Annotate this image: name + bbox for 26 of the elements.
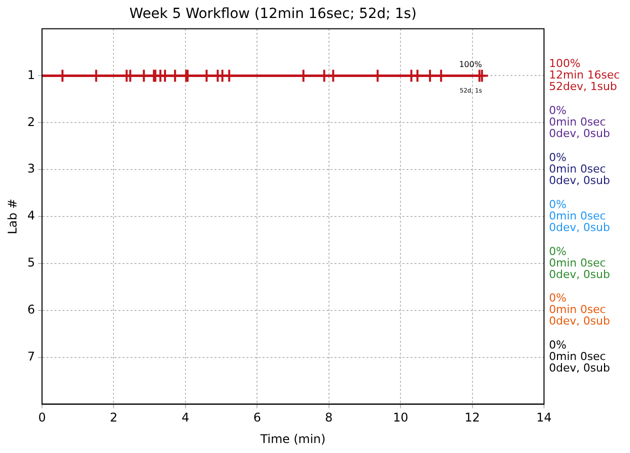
text: 100% 12min 16sec 52dev, 1sub	[549, 57, 620, 94]
x-tick-label: 10	[392, 410, 408, 425]
text: 0% 0min 0sec 0dev, 0sub	[549, 244, 610, 281]
x-tick-label: 4	[182, 410, 190, 425]
text: 0% 0min 0sec 0dev, 0sub	[549, 338, 610, 375]
x-axis-title: Time (min)	[259, 432, 326, 446]
x-tick-label: 0	[38, 410, 46, 425]
text: 0% 0min 0sec 0dev, 0sub	[549, 150, 610, 187]
y-axis-title: Lab #	[5, 198, 20, 234]
x-tick-label: 8	[325, 410, 333, 425]
y-tick-label: 2	[27, 114, 36, 129]
y-tick-label: 3	[27, 162, 36, 176]
y-tick-label: 4	[27, 208, 36, 223]
y-tick-label: 5	[27, 256, 36, 270]
y-tick-label: 1	[27, 68, 36, 82]
y-tick-label: 6	[27, 302, 36, 316]
chart-title: Week 5 Workflow (12min 16sec; 52d; 1s)	[129, 6, 417, 22]
text: 0% 0min 0sec 0dev, 0sub	[549, 198, 610, 234]
text: 0% 0min 0sec 0dev, 0sub	[549, 292, 610, 328]
text: 0% 0min 0sec 0dev, 0sub	[549, 104, 610, 140]
y-tick-label: 7	[27, 349, 36, 364]
x-tick-label: 14	[536, 410, 552, 425]
x-tick-label: 2	[110, 410, 118, 425]
x-tick-label: 6	[253, 410, 261, 425]
annotation: 100%	[459, 60, 482, 69]
x-tick-label: 12	[464, 410, 480, 425]
